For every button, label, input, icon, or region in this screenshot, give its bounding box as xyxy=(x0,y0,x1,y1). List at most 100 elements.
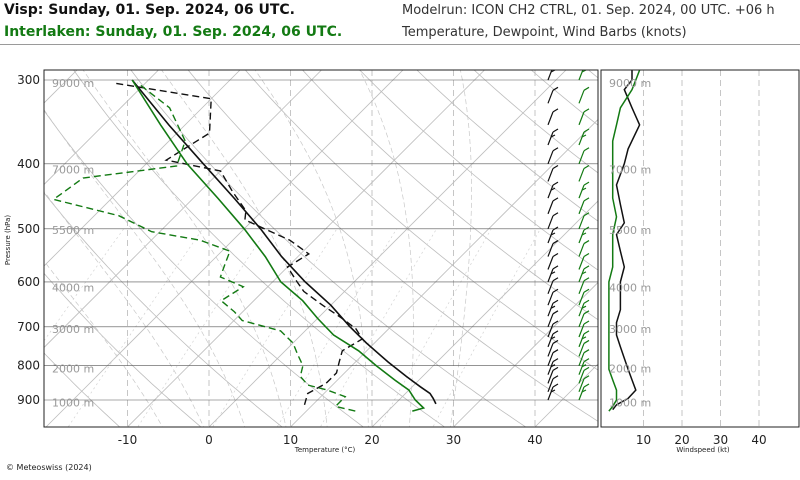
wind-barb-interlaken xyxy=(578,240,590,257)
isotherm-line xyxy=(534,363,598,427)
wind-plot-frame xyxy=(600,69,800,428)
wind-barb-visp xyxy=(547,310,559,328)
wind-barb-visp xyxy=(547,197,559,215)
dewpoint-curve xyxy=(51,82,356,412)
temperature-curve xyxy=(131,79,426,412)
dry-adiabat-line xyxy=(301,70,598,321)
wind-barb-visp xyxy=(547,299,559,317)
parameters-label: Temperature, Dewpoint, Wind Barbs (knots… xyxy=(402,25,687,40)
dry-adiabat-line xyxy=(44,192,283,427)
wind-barb-visp xyxy=(547,212,559,230)
isotherm-line xyxy=(208,70,567,427)
wind-height-label: 5500 m xyxy=(609,224,651,237)
wind-barb-visp xyxy=(547,288,559,306)
temperature-tick-label: 20 xyxy=(364,433,379,447)
wind-barb-visp xyxy=(547,265,559,283)
wind-barb-visp xyxy=(547,226,559,244)
windspeed-curve xyxy=(608,70,641,412)
wind-barb-interlaken xyxy=(578,358,590,375)
wind-barb-visp xyxy=(547,70,556,81)
temperature-curve xyxy=(131,79,437,405)
pressure-tick-label: 700 xyxy=(17,320,40,334)
main-plot-frame xyxy=(43,69,599,428)
moist-adiabat-line xyxy=(254,70,369,427)
temperature-tick-label: 0 xyxy=(205,433,213,447)
wind-barb-visp xyxy=(547,252,559,270)
wind-barb-visp xyxy=(547,277,559,295)
temperature-tick-label: 10 xyxy=(283,433,298,447)
wind-barb-interlaken xyxy=(578,86,590,104)
wind-barb-interlaken xyxy=(578,310,590,328)
moist-adiabat-line xyxy=(161,70,328,427)
dry-adiabat-line xyxy=(690,60,800,431)
wind-barb-visp xyxy=(547,240,559,257)
isotherm-line xyxy=(44,70,160,186)
height-label: 1000 m xyxy=(52,396,94,409)
moist-adiabat-line xyxy=(44,260,163,427)
wind-barb-visp xyxy=(547,108,559,126)
pressure-tick-label: 900 xyxy=(17,393,40,407)
isotherm-line xyxy=(126,70,486,427)
wind-barb-interlaken xyxy=(578,252,590,270)
dry-adiabat-line xyxy=(73,70,446,427)
main-background-grid xyxy=(44,60,800,431)
temperature-tick-label: 30 xyxy=(446,433,461,447)
wind-barb-interlaken xyxy=(578,366,590,384)
wind-height-label: 7000 m xyxy=(609,164,651,177)
isotherm-line xyxy=(371,200,598,427)
windspeed-layer xyxy=(608,70,760,427)
windspeed-axis-title: Windspeed (kt) xyxy=(676,446,729,454)
mixing-ratio-line xyxy=(67,228,203,427)
mixing-ratio-line xyxy=(379,228,492,427)
wind-barb-visp xyxy=(547,164,559,182)
moist-adiabat-line xyxy=(449,70,472,427)
wind-barb-interlaken xyxy=(578,339,590,357)
dry-adiabat-line xyxy=(746,60,800,431)
pressure-tick-label: 600 xyxy=(17,275,40,289)
location-title-visp: Visp: Sunday, 01. Sep. 2024, 06 UTC. xyxy=(4,2,295,18)
windspeed-curve xyxy=(612,70,641,411)
header-divider xyxy=(0,44,800,45)
height-label: 5500 m xyxy=(52,224,94,237)
wind-barb-visp xyxy=(547,375,559,393)
temperature-tick-label: -10 xyxy=(118,433,138,447)
wind-barb-interlaken xyxy=(578,288,590,306)
pressure-tick-label: 500 xyxy=(17,222,40,236)
wind-barbs-layer xyxy=(547,70,590,401)
wind-height-label: 9000 m xyxy=(609,77,651,90)
dry-adiabat-line xyxy=(633,60,800,431)
wind-barb-visp xyxy=(547,330,559,348)
dry-adiabat-line xyxy=(44,272,202,427)
windspeed-tick-label: 20 xyxy=(674,433,689,447)
wind-barb-visp xyxy=(547,383,559,401)
mixing-ratio-line xyxy=(212,228,338,427)
wind-barb-visp xyxy=(547,349,559,366)
windspeed-tick-label: 30 xyxy=(713,433,728,447)
wind-barb-interlaken xyxy=(578,383,590,401)
wind-barb-interlaken xyxy=(578,70,587,81)
height-label: 7000 m xyxy=(52,164,94,177)
pressure-axis-title: Pressure (hPa) xyxy=(4,215,12,265)
wind-barb-interlaken xyxy=(578,128,590,146)
isotherm-line xyxy=(452,281,598,427)
wind-barb-visp xyxy=(547,320,559,338)
wind-barb-interlaken xyxy=(578,197,590,215)
wind-barb-interlaken xyxy=(578,299,590,317)
wind-barb-interlaken xyxy=(578,320,590,338)
wind-height-label: 4000 m xyxy=(609,282,651,295)
wind-height-label: 1000 m xyxy=(609,396,651,409)
pressure-tick-label: 300 xyxy=(17,73,40,87)
height-label: 4000 m xyxy=(52,282,94,295)
wind-barb-interlaken xyxy=(578,226,590,244)
wind-barb-interlaken xyxy=(578,147,590,165)
model-run-label: Modelrun: ICON CH2 CTRL, 01. Sep. 2024, … xyxy=(402,3,775,18)
wind-barb-interlaken xyxy=(578,181,590,199)
isotherm-line xyxy=(44,70,323,349)
wind-barb-visp xyxy=(547,358,559,375)
moist-adiabat-line xyxy=(82,70,287,427)
isotherm-line xyxy=(289,118,598,427)
dry-adiabat-line xyxy=(416,70,598,222)
mixing-ratio-line xyxy=(432,228,541,427)
